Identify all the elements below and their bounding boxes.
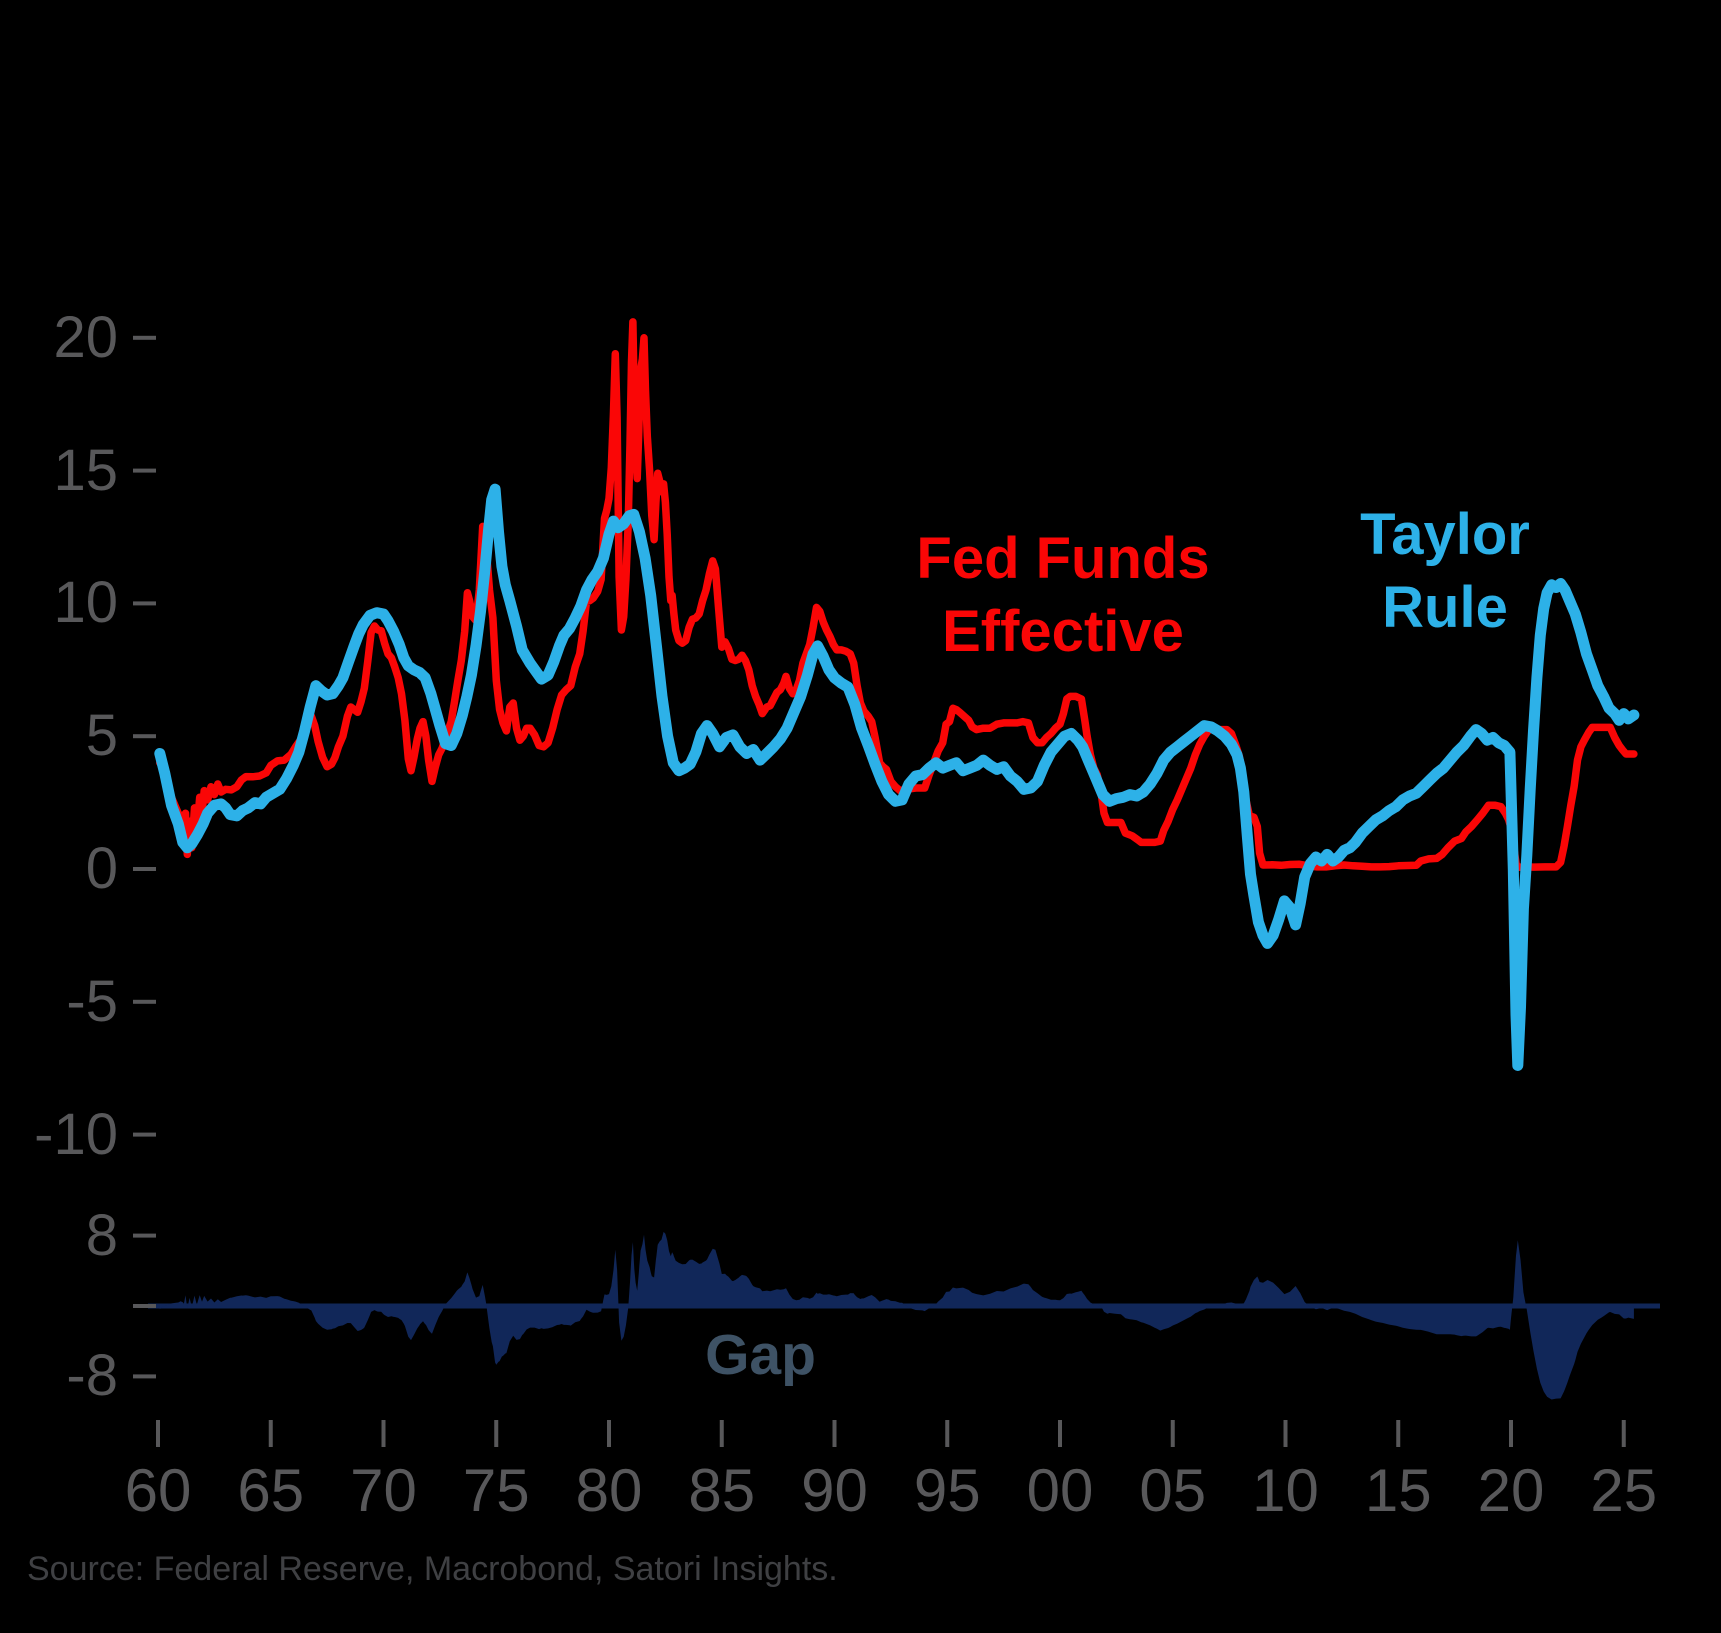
x-label-1960: 60: [124, 1457, 192, 1524]
x-tick-2010: [1283, 1420, 1288, 1447]
x-tick-1970: [381, 1420, 386, 1447]
gap-series-label: Gap: [705, 1323, 816, 1387]
x-label-1980: 80: [575, 1457, 643, 1524]
x-tick-2005: [1170, 1420, 1175, 1447]
main-y-tick-5: [133, 734, 156, 739]
fed-funds-series-label-line1: Fed Funds: [916, 526, 1210, 591]
x-tick-1965: [268, 1420, 273, 1447]
main-y-label-15: 15: [53, 437, 118, 503]
fed-funds-series-label: Fed Funds Effective: [858, 522, 1268, 668]
x-tick-1980: [607, 1420, 611, 1447]
x-label-1995: 95: [913, 1457, 981, 1524]
gap-y-label-8: 8: [85, 1202, 118, 1268]
main-y-label--10: -10: [34, 1101, 118, 1167]
taylor-rule-series-label: Taylor Rule: [1240, 498, 1650, 644]
x-label-1970: 70: [350, 1457, 417, 1524]
x-label-2025: 25: [1590, 1457, 1658, 1524]
gap-y-tick-0: [133, 1304, 156, 1308]
main-y-label-10: 10: [53, 570, 118, 636]
main-y-tick-10: [133, 601, 156, 606]
main-y-tick-15: [133, 468, 156, 473]
fed-funds-line: [156, 318, 1638, 872]
taylor-rule-series-label-line2: Rule: [1382, 575, 1508, 640]
gap-y-tick-8: [133, 1233, 156, 1238]
x-label-1985: 85: [688, 1457, 756, 1524]
x-label-2015: 15: [1364, 1457, 1432, 1524]
x-label-2020: 20: [1477, 1457, 1545, 1524]
main-y-tick--5: [133, 999, 156, 1004]
main-y-label-5: 5: [85, 703, 118, 769]
x-tick-1960: [156, 1420, 160, 1447]
x-label-2010: 10: [1252, 1457, 1319, 1524]
x-label-1975: 75: [462, 1457, 530, 1524]
x-tick-1975: [494, 1420, 499, 1447]
main-y-tick-0: [133, 867, 156, 871]
taylor-rule-series-label-line1: Taylor: [1360, 502, 1530, 567]
taylor-rule-line: [154, 483, 1640, 1071]
fed-funds-series-label-line2: Effective: [942, 599, 1184, 664]
x-label-2005: 05: [1139, 1457, 1207, 1524]
main-y-label-20: 20: [53, 304, 118, 370]
main-y-label--5: -5: [66, 968, 118, 1034]
gap-y-label--8: -8: [66, 1343, 118, 1409]
main-y-tick-20: [133, 335, 156, 340]
main-y-label-0: 0: [85, 836, 118, 901]
x-label-2000: 00: [1026, 1457, 1094, 1524]
x-tick-1990: [832, 1420, 837, 1447]
x-tick-1995: [945, 1420, 950, 1447]
x-tick-2020: [1509, 1420, 1513, 1447]
gap-y-tick--8: [133, 1374, 156, 1379]
x-tick-1985: [719, 1420, 724, 1447]
source-note: Source: Federal Reserve, Macrobond, Sato…: [27, 1550, 838, 1588]
x-tick-2015: [1396, 1420, 1401, 1447]
x-tick-2025: [1621, 1420, 1626, 1447]
x-label-1965: 65: [237, 1457, 305, 1524]
x-label-1990: 90: [801, 1457, 868, 1524]
gap-area: [159, 1231, 1634, 1400]
x-tick-2000: [1058, 1420, 1062, 1447]
main-y-tick--10: [133, 1132, 156, 1137]
